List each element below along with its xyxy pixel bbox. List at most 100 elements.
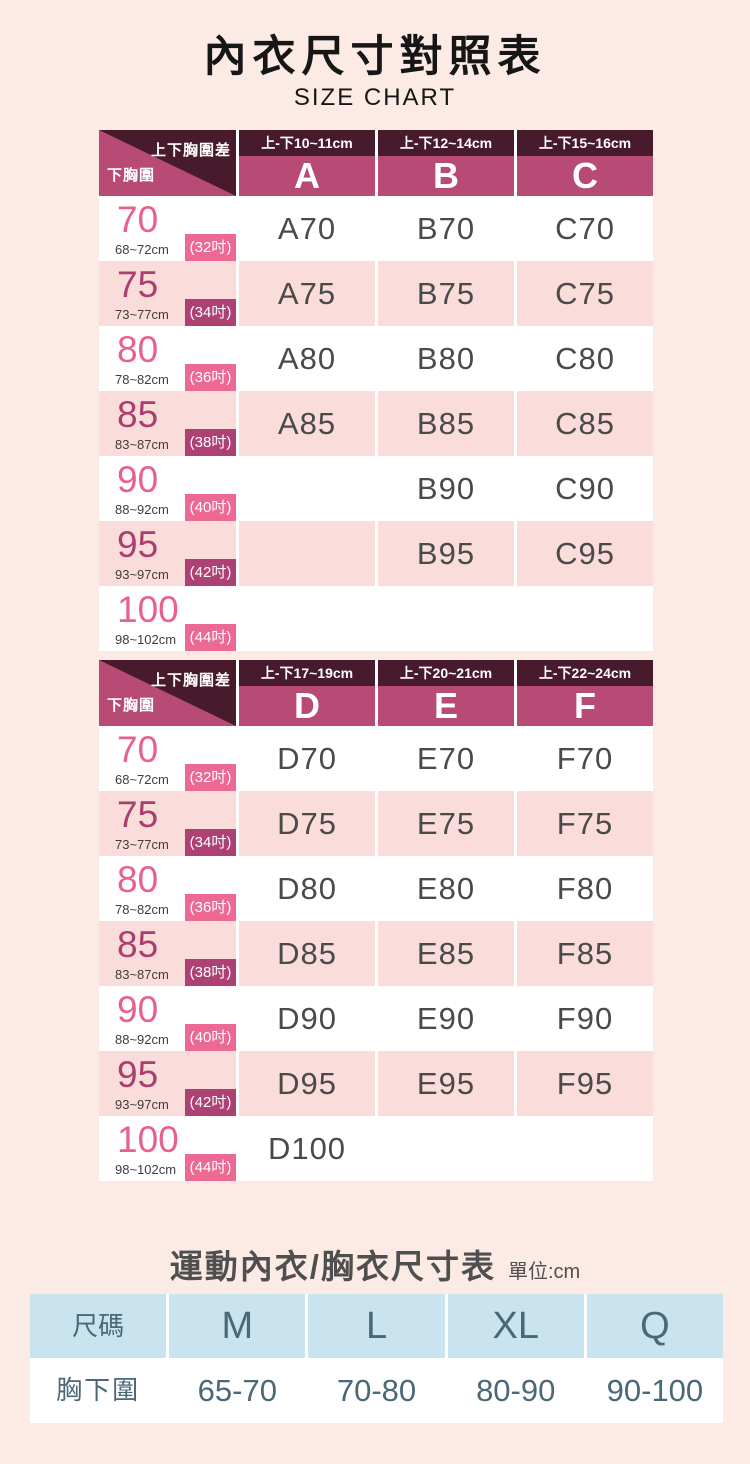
- cup-letter: A: [239, 156, 375, 196]
- table-row-90: 90 88~92cm (40吋) D90 E90 F90: [99, 986, 653, 1051]
- underbust-cell: 70 68~72cm (32吋): [99, 726, 236, 791]
- corner-cell: 上下胸圍差 下胸圍: [99, 660, 236, 726]
- size-cell: B80: [378, 326, 514, 391]
- sports-header-m: M: [169, 1294, 306, 1358]
- size-cell: F90: [517, 986, 653, 1051]
- inch-badge: (42吋): [185, 1089, 236, 1116]
- size-cell: B95: [378, 521, 514, 586]
- inch-badge: (40吋): [185, 1024, 236, 1051]
- band-range-cm: 78~82cm: [115, 372, 169, 387]
- sports-value-q: 90-100: [586, 1358, 724, 1423]
- size-cell: C95: [517, 521, 653, 586]
- cup-letter: D: [239, 686, 375, 726]
- underbust-label: 下胸圍: [107, 167, 156, 184]
- band-range-cm: 98~102cm: [115, 1162, 177, 1177]
- size-table-abc-body: 70 68~72cm (32吋) A70 B70 C70 75 73~77cm …: [99, 196, 653, 651]
- size-table-abc: 上下胸圍差 下胸圍 上-下10~11cm A 上-下12~14cm B 上-下1…: [99, 130, 653, 651]
- underbust-cell: 80 78~82cm (36吋): [99, 856, 236, 921]
- size-cell: A80: [239, 326, 375, 391]
- size-cell: F95: [517, 1051, 653, 1116]
- underbust-cell: 80 78~82cm (36吋): [99, 326, 236, 391]
- size-cell: D75: [239, 791, 375, 856]
- size-cell: B75: [378, 261, 514, 326]
- size-cell: [517, 1116, 653, 1181]
- underbust-cell: 70 68~72cm (32吋): [99, 196, 236, 261]
- sports-header-size-label: 尺碼: [30, 1294, 167, 1358]
- table-row-70: 70 68~72cm (32吋) A70 B70 C70: [99, 196, 653, 261]
- band-range-cm: 83~87cm: [115, 967, 169, 982]
- cup-letter: B: [378, 156, 514, 196]
- band-size: 95: [117, 524, 159, 565]
- size-table-def: 上下胸圍差 下胸圍 上-下17~19cm D 上-下20~21cm E 上-下2…: [99, 660, 653, 1181]
- band-range-cm: 83~87cm: [115, 437, 169, 452]
- diff-range-label: 上-下12~14cm: [378, 130, 514, 156]
- size-cell: D85: [239, 921, 375, 986]
- cup-column-header-c: 上-下15~16cm C: [517, 130, 653, 196]
- band-size: 75: [117, 794, 159, 835]
- size-cell: C70: [517, 196, 653, 261]
- band-range-cm: 68~72cm: [115, 772, 169, 787]
- size-cell: [517, 586, 653, 651]
- band-range-cm: 68~72cm: [115, 242, 169, 257]
- band-size: 100: [117, 589, 179, 630]
- cup-column-header-a: 上-下10~11cm A: [239, 130, 375, 196]
- size-cell: E80: [378, 856, 514, 921]
- band-range-cm: 73~77cm: [115, 837, 169, 852]
- underbust-cell: 90 88~92cm (40吋): [99, 986, 236, 1051]
- table-row-85: 85 83~87cm (38吋) D85 E85 F85: [99, 921, 653, 986]
- table-row-70: 70 68~72cm (32吋) D70 E70 F70: [99, 726, 653, 791]
- inch-badge: (32吋): [185, 764, 236, 791]
- table-row-85: 85 83~87cm (38吋) A85 B85 C85: [99, 391, 653, 456]
- underbust-cell: 95 93~97cm (42吋): [99, 1051, 236, 1116]
- size-cell: F75: [517, 791, 653, 856]
- size-cell: B90: [378, 456, 514, 521]
- size-cell: A70: [239, 196, 375, 261]
- sports-section-header: 運動內衣/胸衣尺寸表 單位:cm: [0, 1240, 750, 1288]
- bust-diff-label: 上下胸圍差: [150, 142, 231, 159]
- underbust-cell: 85 83~87cm (38吋): [99, 391, 236, 456]
- sports-size-table: 尺碼 M L XL Q 胸下圍 65-70 70-80 80-90 90-100: [30, 1294, 724, 1423]
- size-table-def-body: 70 68~72cm (32吋) D70 E70 F70 75 73~77cm …: [99, 726, 653, 1181]
- size-cell: F70: [517, 726, 653, 791]
- size-cell: A85: [239, 391, 375, 456]
- inch-badge: (44吋): [185, 624, 236, 651]
- inch-badge: (38吋): [185, 959, 236, 986]
- size-cell: A75: [239, 261, 375, 326]
- band-range-cm: 98~102cm: [115, 632, 177, 647]
- table-row-75: 75 73~77cm (34吋) A75 B75 C75: [99, 261, 653, 326]
- sports-header-q: Q: [586, 1294, 724, 1358]
- sports-section-title: 運動內衣/胸衣尺寸表: [169, 1248, 496, 1285]
- table-row-100: 100 98~102cm (44吋): [99, 586, 653, 651]
- size-cell: [239, 456, 375, 521]
- underbust-cell: 95 93~97cm (42吋): [99, 521, 236, 586]
- table-row-80: 80 78~82cm (36吋) A80 B80 C80: [99, 326, 653, 391]
- size-cell: B85: [378, 391, 514, 456]
- size-cell: [239, 521, 375, 586]
- size-cell: C85: [517, 391, 653, 456]
- band-size: 70: [117, 199, 159, 240]
- size-cell: E85: [378, 921, 514, 986]
- size-cell: E70: [378, 726, 514, 791]
- sports-header-l: L: [308, 1294, 445, 1358]
- band-range-cm: 88~92cm: [115, 502, 169, 517]
- sports-value-m: 65-70: [169, 1358, 306, 1423]
- size-cell: D80: [239, 856, 375, 921]
- band-size: 75: [117, 264, 159, 305]
- underbust-cell: 75 73~77cm (34吋): [99, 791, 236, 856]
- band-size: 100: [117, 1119, 179, 1160]
- cup-column-header-b: 上-下12~14cm B: [378, 130, 514, 196]
- sports-table-header: 尺碼 M L XL Q: [30, 1294, 724, 1358]
- inch-badge: (36吋): [185, 364, 236, 391]
- size-cell: [378, 1116, 514, 1181]
- size-cell: E90: [378, 986, 514, 1051]
- diff-range-label: 上-下15~16cm: [517, 130, 653, 156]
- size-cell: F80: [517, 856, 653, 921]
- size-cell: D70: [239, 726, 375, 791]
- band-size: 90: [117, 459, 159, 500]
- inch-badge: (34吋): [185, 299, 236, 326]
- cup-letter: E: [378, 686, 514, 726]
- underbust-cell: 75 73~77cm (34吋): [99, 261, 236, 326]
- cup-column-header-d: 上-下17~19cm D: [239, 660, 375, 726]
- size-cell: [378, 586, 514, 651]
